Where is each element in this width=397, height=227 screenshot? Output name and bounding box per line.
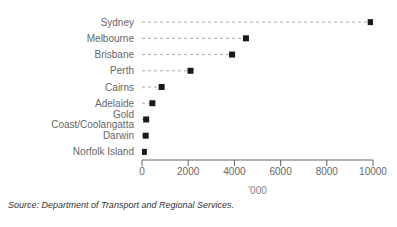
svg-text:10000: 10000 [359, 166, 387, 177]
svg-text:8000: 8000 [316, 166, 339, 177]
svg-text:Adelaide: Adelaide [95, 98, 134, 109]
svg-text:GoldCoast/Coolangatta: GoldCoast/Coolangatta [51, 109, 134, 130]
svg-text:0: 0 [139, 166, 145, 177]
svg-text:Melbourne: Melbourne [87, 33, 135, 44]
svg-text:Darwin: Darwin [103, 130, 134, 141]
svg-text:Sydney: Sydney [101, 17, 134, 28]
svg-text:'000: '000 [248, 185, 267, 196]
svg-text:Norfolk Island: Norfolk Island [73, 146, 134, 157]
svg-text:6000: 6000 [269, 166, 292, 177]
svg-text:Brisbane: Brisbane [95, 49, 135, 60]
svg-text:Cairns: Cairns [105, 82, 134, 93]
html-text:Source: Department of Transpor: Source: Department of Transport and Regi… [8, 200, 234, 210]
svg-text:4000: 4000 [223, 166, 246, 177]
svg-text:Perth: Perth [110, 65, 134, 76]
svg-text:2000: 2000 [177, 166, 200, 177]
